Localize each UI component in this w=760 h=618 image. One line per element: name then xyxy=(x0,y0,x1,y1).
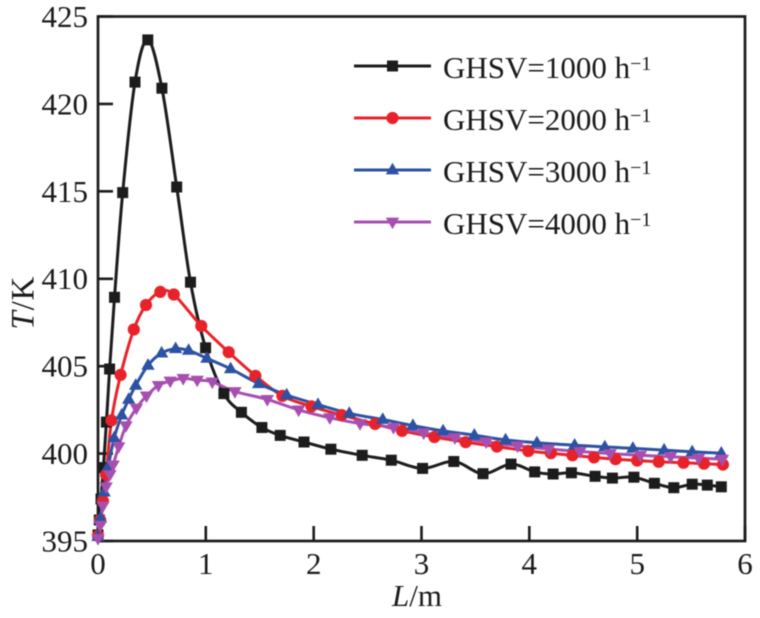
svg-text:405: 405 xyxy=(42,349,89,384)
svg-text:3: 3 xyxy=(414,546,430,581)
svg-text:L/m: L/m xyxy=(391,578,442,613)
svg-text:1: 1 xyxy=(198,546,214,581)
svg-text:400: 400 xyxy=(42,436,89,471)
svg-text:410: 410 xyxy=(42,261,89,296)
svg-text:6: 6 xyxy=(737,546,753,581)
svg-text:5: 5 xyxy=(629,546,645,581)
svg-text:425: 425 xyxy=(42,0,89,34)
svg-text:415: 415 xyxy=(42,174,89,209)
svg-text:0: 0 xyxy=(90,546,106,581)
svg-text:395: 395 xyxy=(42,524,89,559)
svg-text:2: 2 xyxy=(306,546,322,581)
svg-text:T/K: T/K xyxy=(6,276,42,330)
svg-text:GHSV=4000 h−1: GHSV=4000 h−1 xyxy=(443,206,651,241)
svg-text:GHSV=1000 h−1: GHSV=1000 h−1 xyxy=(443,50,651,85)
svg-text:4: 4 xyxy=(522,546,538,581)
svg-text:GHSV=2000 h−1: GHSV=2000 h−1 xyxy=(443,102,651,137)
svg-text:GHSV=3000 h−1: GHSV=3000 h−1 xyxy=(443,154,651,189)
svg-text:420: 420 xyxy=(42,86,89,121)
